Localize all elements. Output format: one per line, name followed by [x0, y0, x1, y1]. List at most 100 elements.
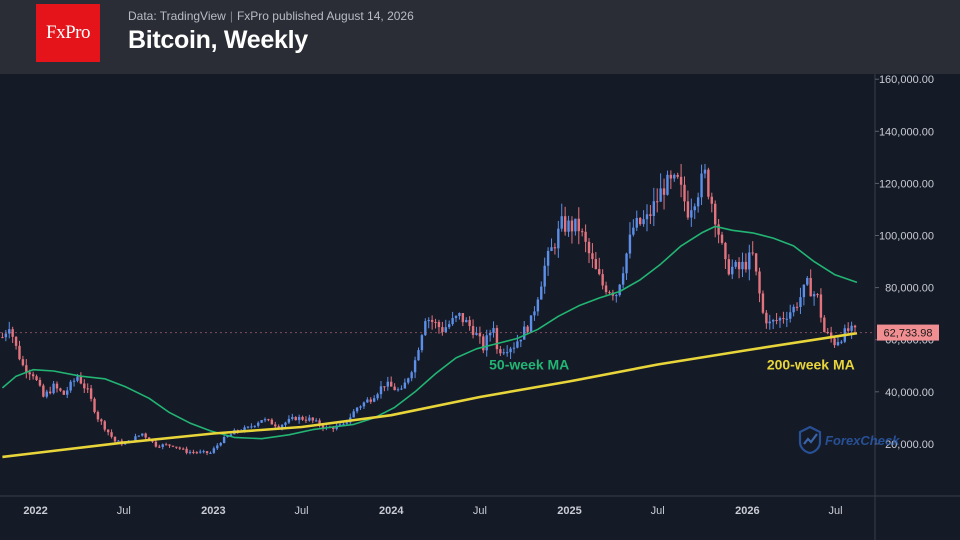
candle-body — [376, 394, 379, 399]
candle-body — [782, 318, 785, 320]
candle-body — [751, 252, 754, 254]
candle-body — [28, 372, 31, 375]
y-tick-label: 100,000.00 — [879, 231, 934, 243]
candle-body — [765, 312, 768, 324]
candle-body — [352, 411, 355, 418]
candle-body — [499, 349, 502, 354]
candle-body — [291, 417, 294, 419]
candle-body — [686, 201, 690, 218]
candle-body — [151, 440, 154, 442]
candle-body — [526, 326, 529, 332]
candle-body — [652, 201, 656, 216]
candle-body — [355, 407, 359, 412]
candle-body — [124, 443, 127, 445]
candle-body — [434, 321, 437, 323]
candle-body — [580, 231, 584, 233]
candle-body — [714, 203, 717, 225]
candle-body — [267, 419, 270, 421]
x-tick-label: 2022 — [23, 505, 47, 517]
candle-body — [502, 352, 505, 354]
candle-body — [59, 388, 62, 391]
candle-body — [314, 420, 318, 422]
y-tick-label: 120,000.00 — [879, 178, 934, 190]
candle-body — [598, 269, 601, 275]
candle-body — [516, 341, 519, 348]
y-tick-label: 140,000.00 — [879, 126, 934, 138]
candle-body — [410, 372, 413, 379]
candle-body — [48, 391, 52, 394]
candle-body — [308, 417, 311, 421]
candle-body — [202, 451, 205, 453]
candle-body — [219, 443, 222, 446]
candle-body — [216, 445, 219, 449]
candle-body — [161, 444, 164, 447]
candle-body — [246, 426, 250, 428]
candle-body — [475, 333, 478, 335]
candle-body — [144, 433, 147, 438]
y-tick-label: 160,000.00 — [879, 74, 934, 86]
candle-body — [741, 261, 744, 270]
candle-body — [270, 419, 274, 425]
candle-body — [789, 312, 792, 319]
candle-body — [806, 277, 809, 285]
candle-body — [260, 420, 263, 423]
candle-body — [311, 417, 314, 421]
candle-body — [96, 412, 100, 420]
candle-body — [717, 224, 720, 235]
candle-body — [853, 325, 857, 328]
candle-body — [727, 259, 731, 275]
candle-body — [284, 422, 287, 425]
candle-body — [601, 274, 604, 286]
last-price-tag-bg — [877, 324, 939, 341]
candle-body — [690, 210, 693, 218]
data-source: Data: TradingView — [128, 9, 226, 23]
candle-body — [79, 376, 83, 384]
candle-body — [171, 445, 175, 447]
candle-body — [110, 432, 113, 437]
candle-body — [847, 328, 850, 331]
candle-body — [679, 176, 683, 185]
candle-body — [304, 419, 308, 421]
candle-body — [495, 328, 499, 350]
candles — [1, 163, 857, 456]
candle-body — [761, 293, 765, 313]
candle-body — [447, 324, 451, 328]
candle-body — [468, 320, 471, 327]
candle-body — [199, 451, 202, 453]
candle-body — [14, 336, 18, 346]
candle-body — [420, 335, 424, 351]
candle-body — [540, 286, 543, 300]
candle-body — [461, 313, 465, 323]
candle-body — [482, 336, 485, 351]
candle-body — [164, 444, 168, 446]
published-date: FxPro published August 14, 2026 — [236, 9, 414, 23]
candle-body — [345, 422, 349, 424]
candle-body — [366, 399, 369, 403]
candle-body — [451, 318, 454, 325]
candle-body — [533, 311, 536, 316]
candle-body — [563, 216, 567, 232]
candle-body — [100, 419, 103, 422]
candle-body — [819, 294, 823, 318]
candle-body — [850, 325, 853, 331]
candle-body — [11, 329, 14, 337]
candle-body — [424, 321, 427, 336]
candle-body — [62, 390, 66, 395]
candle-body — [93, 398, 96, 413]
candle-body — [550, 247, 553, 251]
candle-body — [567, 220, 570, 232]
candle-body — [577, 218, 580, 232]
ma50-line — [1, 225, 858, 440]
candle-body — [18, 345, 21, 360]
x-tick-label: Jul — [295, 505, 309, 517]
candle-body — [775, 320, 778, 322]
candle-body — [638, 217, 642, 225]
candle-body — [1, 337, 4, 339]
candle-body — [372, 398, 376, 402]
candle-body — [38, 380, 42, 386]
candle-body — [342, 423, 345, 425]
candle-body — [178, 447, 181, 449]
candle-body — [632, 227, 635, 235]
candle-body — [642, 219, 645, 225]
candle-body — [250, 426, 253, 428]
